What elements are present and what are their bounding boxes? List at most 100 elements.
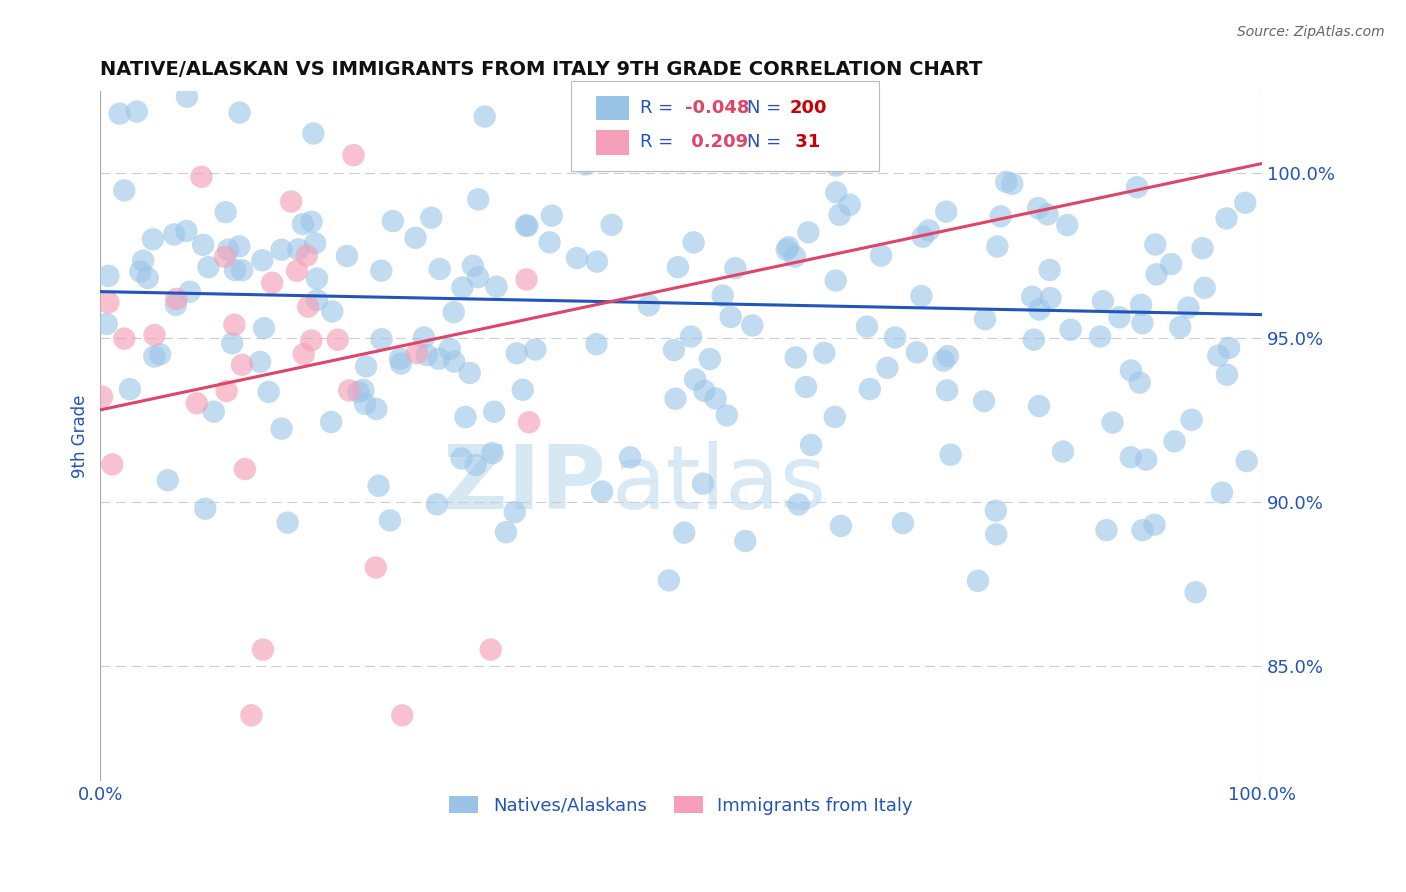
Point xyxy=(270,243,292,257)
Point xyxy=(321,415,343,429)
Point xyxy=(1021,290,1043,304)
Point xyxy=(136,271,159,285)
Point xyxy=(1059,323,1081,337)
Point xyxy=(1160,257,1182,271)
Point xyxy=(1132,316,1154,330)
Point xyxy=(118,382,141,396)
Point xyxy=(664,392,686,406)
Point xyxy=(1236,454,1258,468)
Point xyxy=(461,259,484,273)
Point xyxy=(156,473,179,487)
Point xyxy=(1146,268,1168,282)
Point xyxy=(699,351,721,366)
Point xyxy=(681,329,703,343)
Point xyxy=(336,249,359,263)
Point xyxy=(280,194,302,209)
Text: 31: 31 xyxy=(789,134,820,152)
Point xyxy=(221,336,243,351)
Point xyxy=(828,208,851,222)
Point xyxy=(337,384,360,398)
Point xyxy=(231,263,253,277)
Point xyxy=(1126,180,1149,194)
Point xyxy=(682,235,704,250)
Point xyxy=(305,293,328,307)
Point xyxy=(326,333,349,347)
Point xyxy=(389,357,412,371)
Point xyxy=(1184,585,1206,599)
Point xyxy=(301,215,323,229)
Point xyxy=(918,223,941,237)
Point xyxy=(984,504,1007,518)
Point xyxy=(794,380,817,394)
Point xyxy=(1135,452,1157,467)
Point xyxy=(516,219,538,233)
Point xyxy=(1028,302,1050,317)
Point xyxy=(1177,301,1199,315)
Text: ZIP: ZIP xyxy=(443,441,606,528)
Point xyxy=(190,169,212,184)
Point xyxy=(405,231,427,245)
FancyBboxPatch shape xyxy=(596,96,628,120)
Point xyxy=(252,253,274,268)
Point xyxy=(693,384,716,398)
Point xyxy=(1129,376,1152,390)
Point xyxy=(1211,485,1233,500)
Point xyxy=(443,305,465,319)
Point xyxy=(112,332,135,346)
Point xyxy=(458,366,481,380)
Point xyxy=(776,243,799,257)
Point xyxy=(778,240,800,254)
Point xyxy=(450,451,472,466)
Point xyxy=(870,249,893,263)
Point xyxy=(366,401,388,416)
Point xyxy=(342,148,364,162)
Point xyxy=(711,288,734,302)
Point xyxy=(986,239,1008,253)
Point xyxy=(176,224,198,238)
Point xyxy=(228,105,250,120)
Point xyxy=(474,110,496,124)
Point xyxy=(891,516,914,530)
Point xyxy=(825,159,848,173)
Point xyxy=(429,262,451,277)
Point xyxy=(249,355,271,369)
Point xyxy=(1194,281,1216,295)
Text: R =: R = xyxy=(641,134,679,152)
Point xyxy=(482,405,505,419)
Point xyxy=(252,642,274,657)
Point xyxy=(1052,444,1074,458)
Point xyxy=(662,343,685,357)
Point xyxy=(454,410,477,425)
Text: N =: N = xyxy=(748,134,787,152)
Point xyxy=(1144,237,1167,252)
Point xyxy=(240,708,263,723)
Point xyxy=(838,198,860,212)
Point xyxy=(215,384,238,398)
Point xyxy=(515,272,537,286)
Point xyxy=(704,392,727,406)
Point xyxy=(1119,450,1142,465)
Point xyxy=(108,106,131,120)
Point xyxy=(574,157,596,171)
Point xyxy=(905,345,928,359)
Point xyxy=(1039,291,1062,305)
Point xyxy=(1234,195,1257,210)
Point xyxy=(1095,523,1118,537)
Point xyxy=(142,232,165,246)
Point xyxy=(932,353,955,368)
Point xyxy=(479,642,502,657)
Point xyxy=(96,317,118,331)
Text: R =: R = xyxy=(641,99,679,118)
Point xyxy=(420,211,443,225)
Point xyxy=(381,214,404,228)
Point xyxy=(936,349,959,363)
Point xyxy=(524,343,547,357)
Point xyxy=(125,104,148,119)
Point xyxy=(299,334,322,348)
Point xyxy=(911,229,934,244)
Point xyxy=(1216,368,1239,382)
Point xyxy=(165,298,187,312)
Point xyxy=(388,351,411,366)
Point xyxy=(291,217,314,231)
Point xyxy=(1206,349,1229,363)
